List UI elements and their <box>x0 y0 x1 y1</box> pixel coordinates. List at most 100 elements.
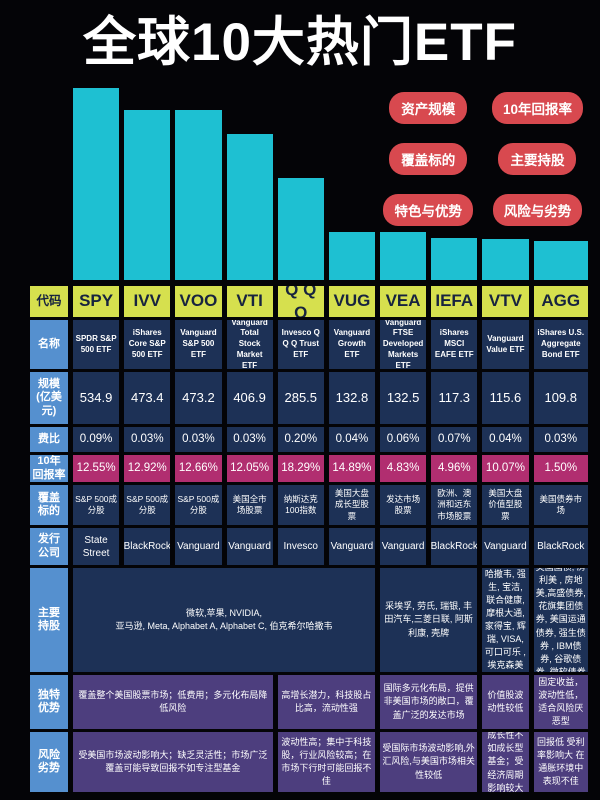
page-title: 全球10大热门ETF <box>82 13 518 72</box>
risk-cell-group-3: 受国际市场波动影响,外汇风险,与美国市场相关性较低 <box>380 732 478 792</box>
bar-VTI <box>226 133 273 280</box>
name-cell-VTI: Vanguard Total Stock Market ETF <box>226 320 273 369</box>
expense-cell-AGG: 0.03% <box>533 427 588 452</box>
name-cell-AGG: iShares U.S. Aggregate Bond ETF <box>533 320 588 369</box>
coverage-cell-VEA: 发达市场股票 <box>380 485 427 525</box>
code-cell-AGG: AGG <box>533 286 588 317</box>
code-cell-IEFA: IEFA <box>431 286 478 317</box>
table-row-holdings: 主要 持股 微软,苹果, NVIDIA, 亚马逊, Meta, Alphabet… <box>30 568 588 672</box>
name-cell-QQQ: Invesco Q Q Q Trust ETF <box>277 320 324 369</box>
return-cell-VEA: 4.83% <box>380 455 427 482</box>
code-cell-QQQ: Q Q Q <box>277 286 324 317</box>
table-row-issuer: 发行 公司 State Street BlackRock Vanguard Vangu… <box>30 528 588 565</box>
chart-section: 资产规模 10年回报率 覆盖标的 主要持股 特色与优势 风险与劣势 <box>30 88 588 280</box>
issuer-cell-VTV: Vanguard <box>482 528 529 565</box>
code-cell-VTI: VTI <box>226 286 273 317</box>
coverage-cell-IVV: S&P 500成分股 <box>124 485 171 525</box>
table-row-aum: 规模 (亿美 元) 534.9 473.4 473.2 406.9 285.5 132.8… <box>30 372 588 424</box>
badge-3: 覆盖标的 <box>389 143 468 175</box>
return-cell-IEFA: 4.96% <box>431 455 478 482</box>
holdings-cell-group-3: 伯克希尔哈撒韦, 强生, 宝洁, 联合健康, 摩根大通, 家得宝, 辉瑞, VI… <box>482 568 529 672</box>
aum-cell-QQQ: 285.5 <box>277 372 324 424</box>
advantage-cell-group-1: 覆盖整个美国股票市场；低费用；多元化布局降低风险 <box>73 675 273 729</box>
issuer-cell-IEFA: BlackRock <box>431 528 478 565</box>
aum-cell-IEFA: 117.3 <box>431 372 478 424</box>
name-cell-SPY: SPDR S&P 500 ETF <box>73 320 120 369</box>
bar-VUG <box>328 232 375 280</box>
row-label-expense: 费比 <box>30 427 68 452</box>
code-cell-VOO: VOO <box>175 286 222 317</box>
table-row-advantage: 独特 优势 覆盖整个美国股票市场；低费用；多元化布局降低风险 高增长潜力，科技股占… <box>30 675 588 729</box>
issuer-cell-AGG: BlackRock <box>533 528 588 565</box>
aum-cell-VUG: 132.8 <box>328 372 375 424</box>
row-label-code: 代码 <box>30 286 68 317</box>
coverage-cell-VTV: 美国大盘价值型股票 <box>482 485 529 525</box>
row-label-name: 名称 <box>30 320 68 369</box>
expense-cell-VTI: 0.03% <box>226 427 273 452</box>
return-cell-VTV: 10.07% <box>482 455 529 482</box>
expense-cell-VTV: 0.04% <box>482 427 529 452</box>
risk-cell-group-4: 成长性不如成长型基金；受经济周期影响较大 <box>482 732 529 792</box>
row-label-return: 10年 回报率 <box>30 455 68 482</box>
bar-VEA <box>380 232 427 280</box>
row-label-advantage: 独特 优势 <box>30 675 68 729</box>
coverage-cell-QQQ: 纳斯达克100指数 <box>277 485 324 525</box>
coverage-cell-VUG: 美国大盘成长型股票 <box>328 485 375 525</box>
row-label-coverage: 覆盖 标的 <box>30 485 68 525</box>
expense-cell-QQQ: 0.20% <box>277 427 324 452</box>
aum-bar-chart <box>30 88 588 280</box>
badge-group: 资产规模 10年回报率 覆盖标的 主要持股 特色与优势 风险与劣势 <box>383 92 583 226</box>
name-cell-VTV: Vanguard Value ETF <box>482 320 529 369</box>
issuer-cell-VTI: Vanguard <box>226 528 273 565</box>
risk-cell-group-2: 波动性高；集中于科技股，行业风险较高；在市场下行时可能回报不佳 <box>277 732 375 792</box>
issuer-cell-QQQ: Invesco <box>277 528 324 565</box>
table-row-coverage: 覆盖 标的 S&P 500成分股 S&P 500成分股 S&P 500成分股 美国全市… <box>30 485 588 525</box>
expense-cell-IEFA: 0.07% <box>431 427 478 452</box>
advantage-cell-group-4: 价值股波动性较低 <box>482 675 529 729</box>
aum-cell-VEA: 132.5 <box>380 372 427 424</box>
row-label-holdings: 主要 持股 <box>30 568 68 672</box>
coverage-cell-SPY: S&P 500成分股 <box>73 485 120 525</box>
return-cell-SPY: 12.55% <box>73 455 120 482</box>
aum-cell-VTV: 115.6 <box>482 372 529 424</box>
aum-cell-IVV: 473.4 <box>124 372 171 424</box>
risk-cell-group-1: 受美国市场波动影响大；缺乏灵活性；市场广泛覆盖可能导致回报不如专注型基金 <box>73 732 273 792</box>
return-cell-QQQ: 18.29% <box>277 455 324 482</box>
etf-table: 代码 SPY IVV VOO VTI Q Q Q VUG VEA IEFA VTV AGG 名称 … <box>30 286 588 792</box>
table-row-return: 10年 回报率 12.55% 12.92% 12.66% 12.05% 18.29% 14… <box>30 455 588 482</box>
badge-6: 风险与劣势 <box>492 194 583 226</box>
return-cell-VTI: 12.05% <box>226 455 273 482</box>
advantage-cell-group-5: 固定收益，波动性低，适合风险厌恶型 <box>533 675 588 729</box>
row-label-risk: 风险 劣势 <box>30 732 68 792</box>
aum-cell-AGG: 109.8 <box>533 372 588 424</box>
code-cell-IVV: IVV <box>124 286 171 317</box>
return-cell-VUG: 14.89% <box>328 455 375 482</box>
bar-IVV <box>124 110 171 280</box>
aum-cell-SPY: 534.9 <box>73 372 120 424</box>
name-cell-VOO: Vanguard S&P 500 ETF <box>175 320 222 369</box>
bar-IEFA <box>431 237 478 280</box>
row-label-aum: 规模 (亿美 元) <box>30 372 68 424</box>
name-cell-VEA: Vanguard FTSE Developed Markets ETF <box>380 320 427 369</box>
bar-VTV <box>482 238 529 280</box>
advantage-cell-group-2: 高增长潜力，科技股占比高，流动性强 <box>277 675 375 729</box>
issuer-cell-VOO: Vanguard <box>175 528 222 565</box>
issuer-cell-VEA: Vanguard <box>380 528 427 565</box>
table-row-code: 代码 SPY IVV VOO VTI Q Q Q VUG VEA IEFA VTV AGG <box>30 286 588 317</box>
holdings-cell-group-2: 采埃孚, 劳氏, 瑞银, 丰田汽车,三菱日联, 阿斯利康, 壳牌 <box>380 568 478 672</box>
issuer-cell-VUG: Vanguard <box>328 528 375 565</box>
return-cell-VOO: 12.66% <box>175 455 222 482</box>
coverage-cell-VTI: 美国全市场股票 <box>226 485 273 525</box>
aum-cell-VOO: 473.2 <box>175 372 222 424</box>
badge-5: 特色与优势 <box>383 194 473 226</box>
badge-4: 主要持股 <box>498 143 577 175</box>
issuer-cell-IVV: BlackRock <box>124 528 171 565</box>
expense-cell-IVV: 0.03% <box>124 427 171 452</box>
issuer-cell-SPY: State Street <box>73 528 120 565</box>
bar-SPY <box>73 88 120 280</box>
name-cell-VUG: Vanguard Growth ETF <box>328 320 375 369</box>
holdings-cell-group-4: 美国国债, 房利美 , 房地美,高盛债券, 花旗集团债券, 美国运通债券, 强生… <box>533 568 588 672</box>
row-label-issuer: 发行 公司 <box>30 528 68 565</box>
code-cell-VTV: VTV <box>482 286 529 317</box>
